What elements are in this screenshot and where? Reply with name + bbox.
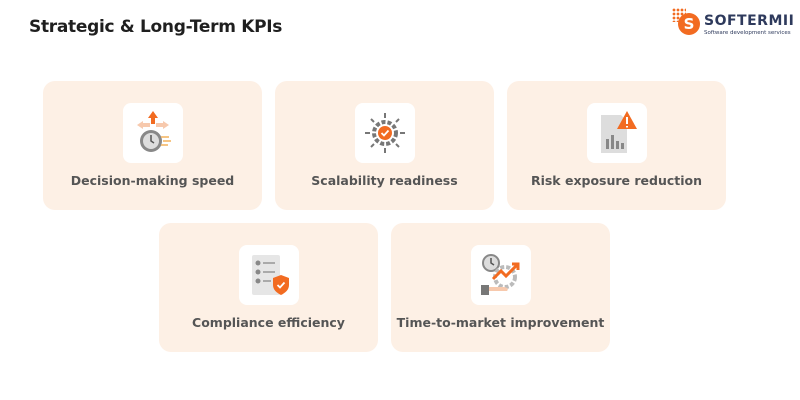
- clock-growth-icon: [471, 245, 531, 305]
- kpi-card-time-to-market: Time-to-market improvement: [391, 223, 610, 352]
- softermii-logo: S SOFTERMII Software development service…: [672, 7, 797, 39]
- kpi-label: Scalability readiness: [311, 173, 458, 188]
- logo-name: SOFTERMII: [704, 13, 795, 29]
- kpi-card-scalability: Scalability readiness: [275, 81, 494, 210]
- kpi-label: Risk exposure reduction: [530, 173, 703, 188]
- stopwatch-arrows-icon: [123, 103, 183, 163]
- logo-mark-icon: S: [678, 13, 700, 35]
- logo-tagline: Software development services: [704, 30, 791, 36]
- kpi-label: Compliance efficiency: [192, 315, 345, 330]
- kpi-card-decision-speed: Decision-making speed: [43, 81, 262, 210]
- kpi-label: Decision-making speed: [70, 173, 235, 188]
- kpi-card-risk-exposure: Risk exposure reduction: [507, 81, 726, 210]
- checklist-shield-icon: [239, 245, 299, 305]
- gear-check-icon: [355, 103, 415, 163]
- document-warning-icon: [587, 103, 647, 163]
- kpi-card-compliance: Compliance efficiency: [159, 223, 378, 352]
- kpi-label: Time-to-market improvement: [396, 315, 605, 330]
- page-title: Strategic & Long-Term KPIs: [29, 17, 283, 37]
